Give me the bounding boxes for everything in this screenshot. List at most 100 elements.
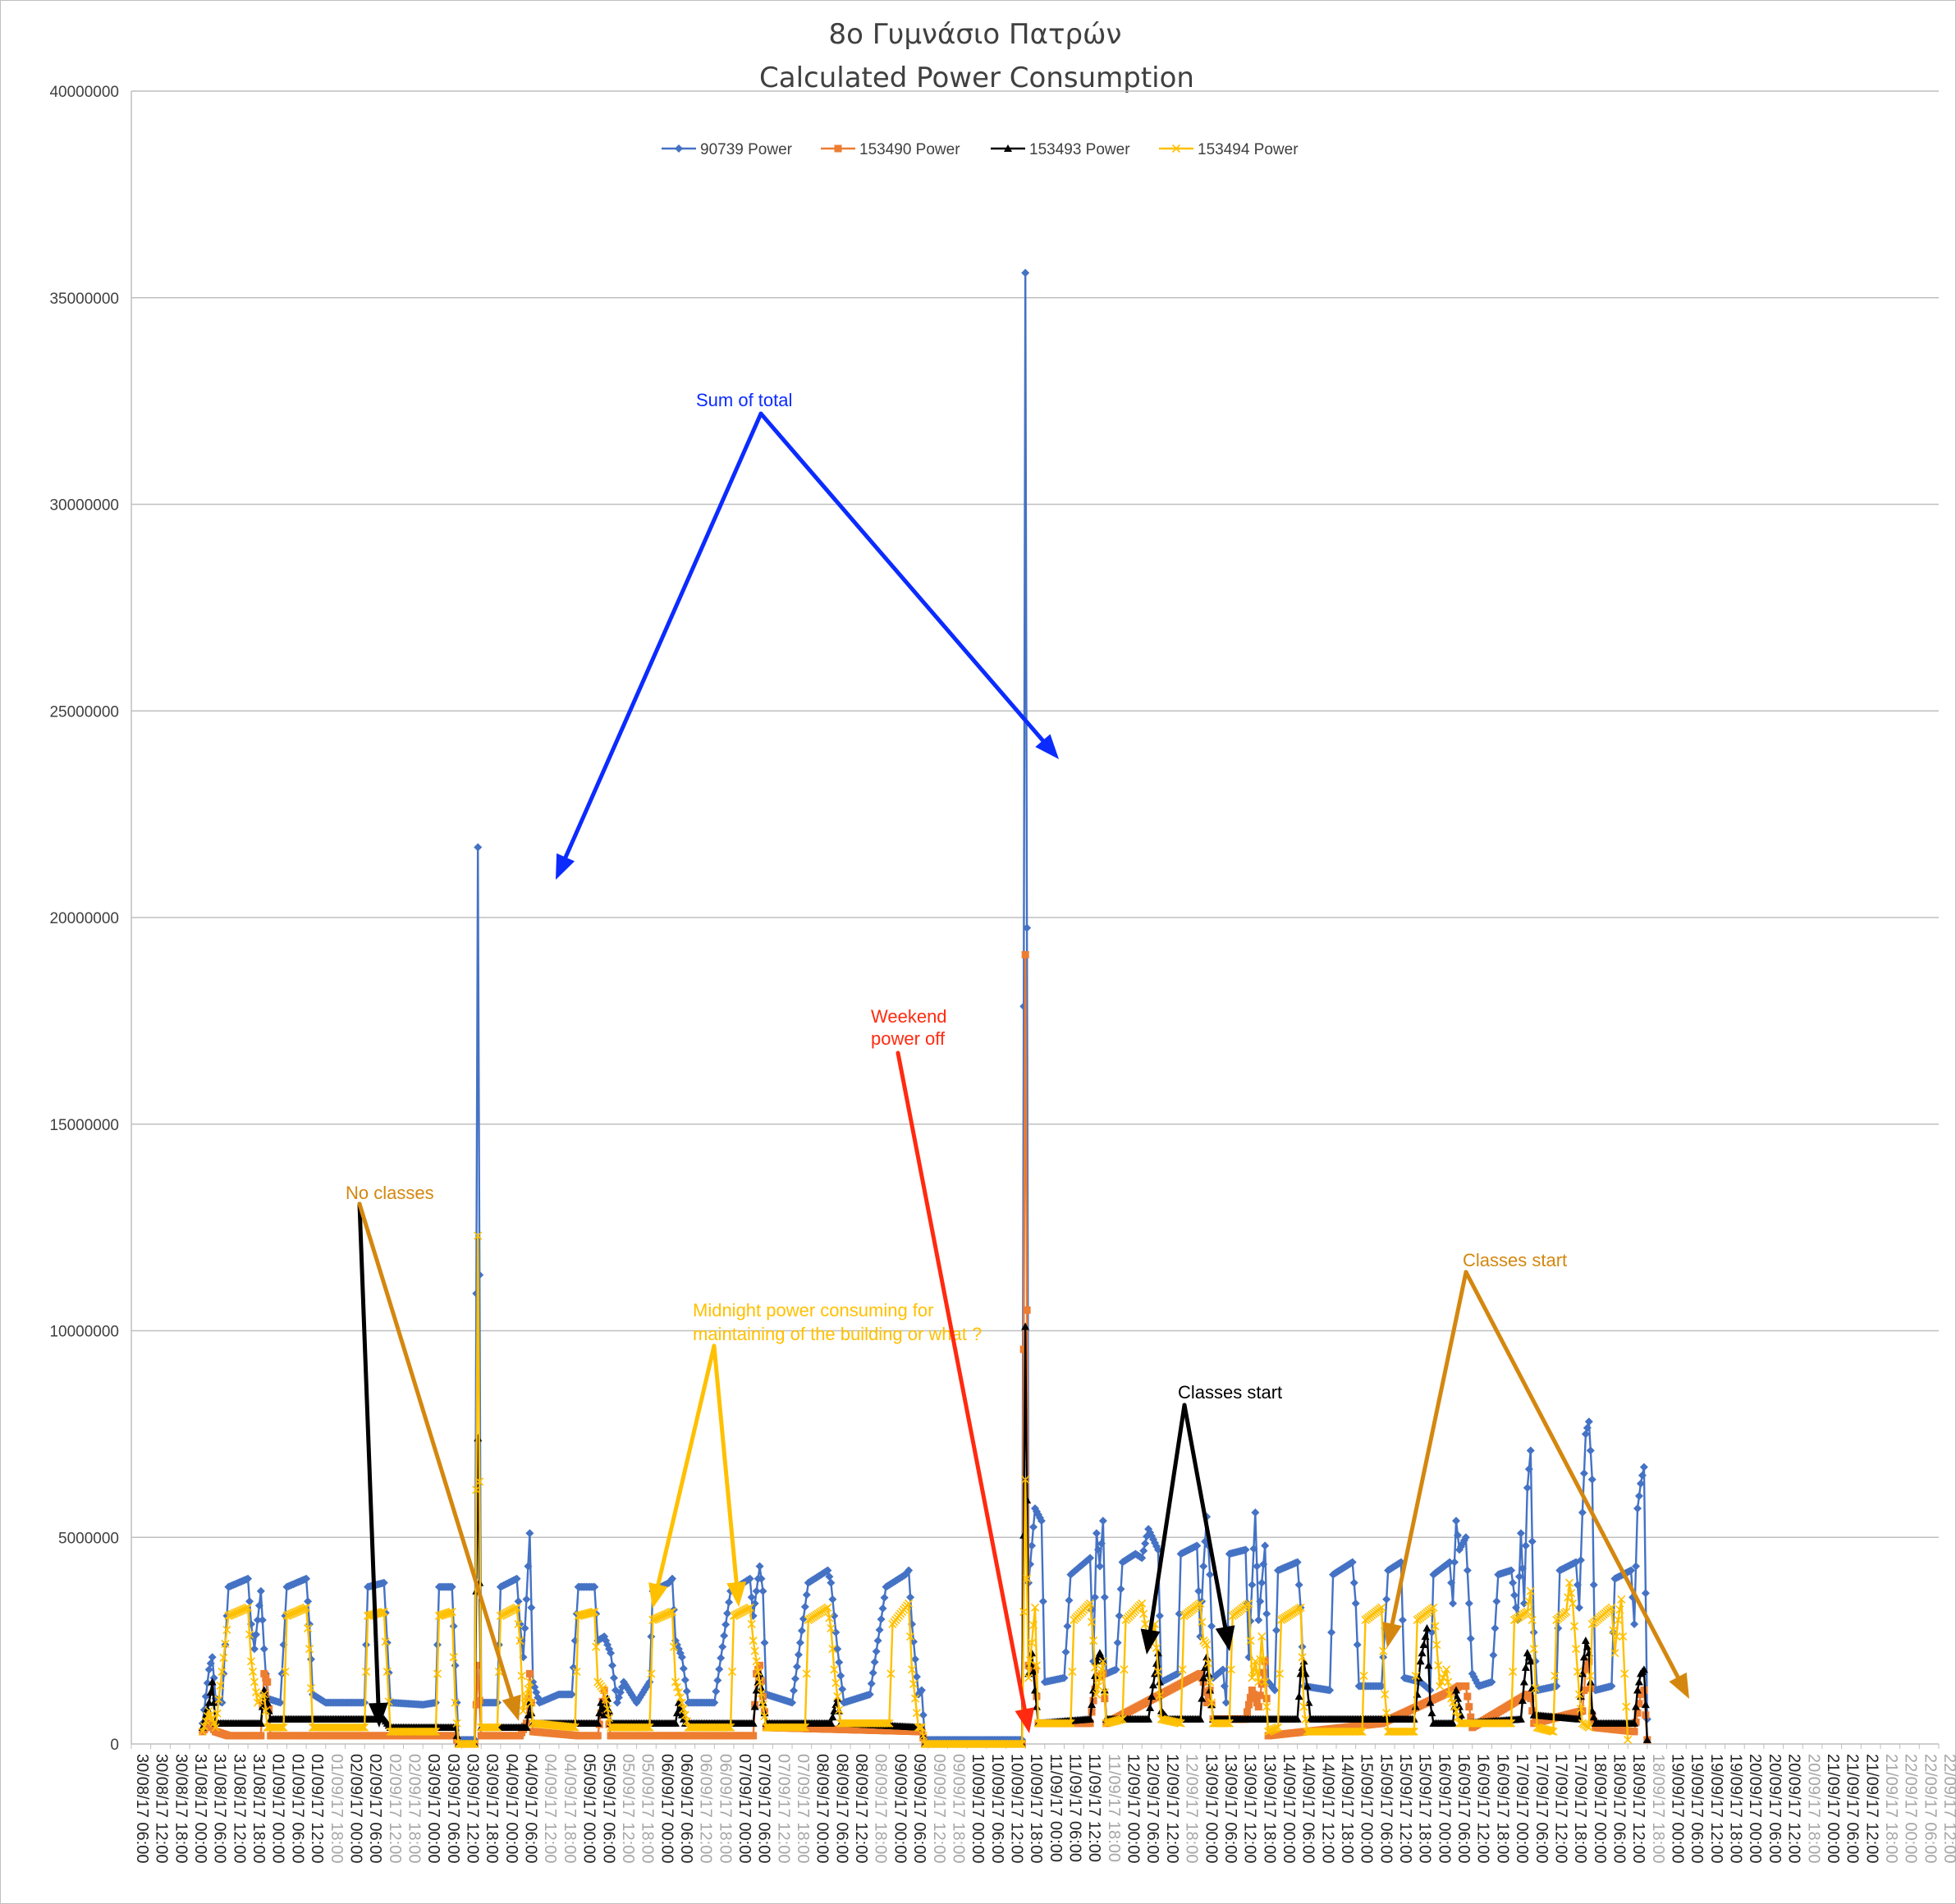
data-point	[1196, 1599, 1205, 1608]
data-point	[1461, 1533, 1470, 1542]
data-point	[1382, 1595, 1391, 1604]
data-point	[201, 1717, 210, 1726]
data-point	[1273, 1723, 1283, 1732]
data-point	[1358, 1727, 1367, 1736]
data-point	[1327, 1628, 1336, 1637]
data-point	[1445, 1558, 1454, 1567]
data-point	[1620, 1669, 1629, 1678]
x-tick-label: 15/09/17 06:00	[1377, 1754, 1395, 1863]
data-point	[514, 1619, 523, 1629]
data-point	[1023, 1574, 1032, 1583]
data-point	[1196, 1669, 1204, 1677]
data-point	[680, 1675, 689, 1684]
data-point	[254, 1601, 263, 1610]
data-point	[749, 1719, 758, 1727]
x-tick-label: 03/09/17 06:00	[444, 1754, 462, 1863]
data-point	[489, 1723, 499, 1732]
data-point	[474, 843, 483, 852]
data-point	[572, 1667, 581, 1676]
data-point	[1146, 1703, 1155, 1711]
data-point	[1256, 1655, 1265, 1664]
data-point	[219, 1653, 228, 1662]
data-point	[279, 1723, 288, 1732]
data-point	[199, 1722, 208, 1731]
data-point	[1549, 1727, 1558, 1736]
data-point	[244, 1574, 253, 1583]
data-point	[381, 1637, 390, 1646]
data-point	[752, 1586, 761, 1595]
data-point	[828, 1645, 837, 1654]
data-point	[1093, 1682, 1103, 1691]
data-point	[713, 1676, 722, 1685]
data-point	[1505, 1719, 1514, 1728]
data-point	[1569, 1622, 1579, 1631]
data-point	[1060, 1673, 1069, 1682]
data-point	[1257, 1632, 1267, 1641]
data-point	[1244, 1700, 1253, 1709]
data-point	[522, 1595, 531, 1604]
data-point	[1449, 1719, 1458, 1727]
data-point	[1166, 1717, 1175, 1726]
data-point	[1466, 1634, 1475, 1643]
data-point	[1116, 1585, 1125, 1594]
data-point	[1248, 1673, 1257, 1682]
data-point	[302, 1574, 311, 1583]
x-tick-label: 21/09/17 06:00	[1844, 1754, 1862, 1863]
data-point	[1155, 1611, 1164, 1620]
data-point	[642, 1723, 651, 1732]
data-point	[1029, 1667, 1038, 1675]
x-tick-label: 12/09/17 00:00	[1125, 1754, 1143, 1863]
data-point	[802, 1669, 811, 1678]
data-point	[720, 1632, 729, 1641]
x-tick-label: 09/09/17 12:00	[930, 1754, 948, 1863]
data-point	[1241, 1545, 1250, 1554]
data-point	[1638, 1471, 1647, 1480]
data-point	[1464, 1692, 1472, 1700]
data-point	[362, 1667, 371, 1676]
x-tick-label: 14/09/17 18:00	[1338, 1754, 1356, 1863]
data-point	[1634, 1677, 1643, 1686]
data-point	[1086, 1714, 1095, 1723]
data-point	[838, 1685, 847, 1694]
x-tick-label: 07/09/17 18:00	[794, 1754, 812, 1863]
data-point	[906, 1632, 915, 1641]
data-point	[474, 1231, 483, 1240]
data-point	[1528, 1615, 1537, 1625]
data-point	[1088, 1636, 1098, 1645]
x-tick-label: 18/09/17 00:00	[1591, 1754, 1609, 1863]
x-tick-label: 21/09/17 00:00	[1824, 1754, 1842, 1863]
data-point	[797, 1723, 806, 1732]
data-point	[1632, 1562, 1641, 1571]
data-point	[797, 1627, 806, 1636]
x-tick-label: 19/09/17 12:00	[1707, 1754, 1725, 1863]
data-point	[680, 1710, 689, 1719]
data-point	[222, 1625, 231, 1634]
x-tick-label: 18/09/17 18:00	[1649, 1754, 1667, 1863]
data-point	[304, 1597, 313, 1606]
data-point	[1589, 1581, 1598, 1590]
data-point	[359, 1723, 368, 1732]
data-point	[1244, 1599, 1253, 1608]
data-point	[492, 1723, 502, 1732]
x-tick-label: 05/09/17 12:00	[619, 1754, 637, 1863]
data-point	[1454, 1702, 1464, 1710]
x-tick-label: 01/09/17 18:00	[328, 1754, 346, 1863]
data-point	[745, 1574, 754, 1583]
data-point	[1086, 1719, 1094, 1728]
data-point	[873, 1636, 882, 1645]
data-point	[1573, 1667, 1583, 1676]
data-point	[715, 1664, 724, 1673]
data-point	[1293, 1714, 1302, 1723]
data-point	[590, 1582, 599, 1591]
y-tick-label: 40000000	[49, 84, 119, 101]
x-tick-label: 02/09/17 12:00	[386, 1754, 404, 1863]
data-point	[1206, 1677, 1215, 1687]
data-point	[1271, 1626, 1280, 1635]
data-point	[910, 1655, 919, 1664]
data-point	[602, 1695, 611, 1704]
data-point	[1509, 1667, 1518, 1676]
x-tick-label: 17/09/17 18:00	[1571, 1754, 1589, 1863]
data-point	[647, 1632, 656, 1641]
data-point	[1452, 1686, 1461, 1694]
data-point	[590, 1607, 599, 1616]
